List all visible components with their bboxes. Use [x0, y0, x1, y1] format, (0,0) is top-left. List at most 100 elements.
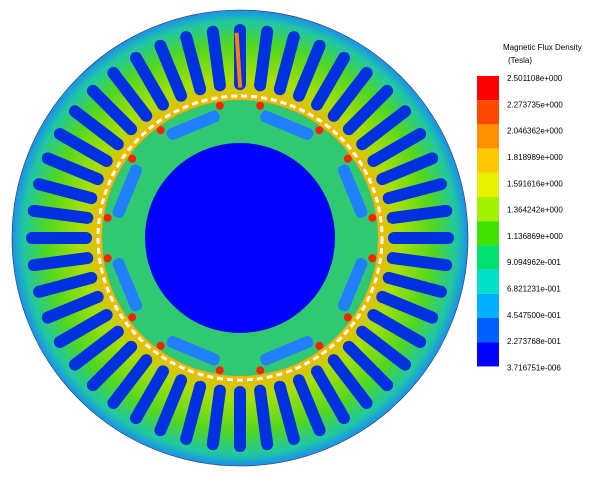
hotspot — [128, 313, 137, 322]
slot-body — [86, 84, 138, 136]
slot-body — [367, 309, 427, 348]
magnet — [166, 335, 220, 366]
slot — [206, 25, 243, 92]
slot-body — [27, 252, 94, 272]
legend-swatch — [477, 172, 499, 197]
hotspot — [156, 126, 165, 135]
legend-title: Magnetic Flux Density — [503, 43, 582, 52]
slot-body — [311, 365, 350, 425]
hotspot — [256, 366, 265, 375]
legend-unit: (Tesla) — [508, 56, 532, 65]
pole — [256, 101, 324, 141]
legend-swatch — [477, 269, 499, 294]
hotspot — [343, 313, 352, 322]
slot-body — [33, 178, 98, 205]
magnet — [337, 164, 368, 218]
magnet — [166, 110, 220, 141]
slot-body — [342, 84, 394, 136]
pole — [337, 254, 377, 322]
magnet — [112, 258, 143, 312]
legend-label: 6.821231e-001 — [507, 285, 561, 294]
slot-body — [206, 25, 226, 92]
legend-label: 2.273768e-001 — [507, 337, 561, 346]
legend-swatch — [477, 245, 499, 270]
slot-body — [367, 128, 427, 167]
pole — [103, 154, 143, 222]
slot-body — [292, 39, 326, 102]
legend-label: 3.716751e-006 — [507, 363, 561, 372]
slot-body — [53, 128, 113, 167]
legend-swatch — [477, 148, 499, 173]
legend-swatch — [477, 100, 499, 125]
slot-body — [311, 51, 350, 111]
slot-body — [130, 51, 169, 111]
hotspot — [103, 213, 112, 222]
hotspot — [368, 254, 377, 263]
slot-body — [107, 354, 153, 410]
slot-body — [254, 384, 274, 451]
magnet — [112, 164, 143, 218]
legend-label: 1.818989e+000 — [507, 153, 563, 162]
slot-body — [53, 309, 113, 348]
slot-body — [180, 380, 207, 445]
slot-body — [68, 105, 124, 151]
slot-body — [356, 325, 412, 371]
slot-body — [327, 66, 373, 122]
slot-body — [41, 152, 104, 186]
hotspot — [215, 366, 224, 375]
legend-label: 2.273735e+000 — [507, 100, 563, 109]
legend-label: 1.136869e+000 — [507, 232, 563, 241]
slot-body — [154, 374, 188, 437]
slot-body — [327, 354, 373, 410]
slot-body — [382, 271, 447, 298]
slot-body — [234, 386, 246, 452]
slot-body — [86, 340, 138, 392]
hotspot — [315, 126, 324, 135]
legend: 2.501108e+000 2.273735e+000 2.046362e+000 1… — [477, 74, 563, 372]
hotspot — [156, 341, 165, 350]
slot-body — [382, 178, 447, 205]
legend-label: 2.046362e+000 — [507, 127, 563, 136]
slot-body — [154, 39, 188, 102]
legend-label: 9.094962e-001 — [507, 258, 561, 267]
slot-body — [376, 152, 439, 186]
slot-body — [273, 380, 300, 445]
slot-body — [130, 365, 169, 425]
slot-body — [356, 105, 412, 151]
legend-swatch — [477, 293, 499, 318]
pole — [156, 101, 224, 141]
slot-body — [386, 204, 453, 224]
hotspot — [103, 254, 112, 263]
hotspot — [368, 213, 377, 222]
legend-swatch — [477, 342, 499, 367]
legend-swatch — [477, 197, 499, 222]
slot-body — [180, 31, 207, 96]
legend-swatch — [477, 76, 499, 101]
slot-body — [68, 325, 124, 371]
legend-label: 1.364242e+000 — [507, 206, 563, 215]
air-gap — [96, 94, 384, 382]
slot-body — [292, 374, 326, 437]
shaft — [145, 143, 335, 333]
slot-body — [254, 25, 274, 92]
legend-swatch — [477, 221, 499, 246]
legend-swatch — [477, 318, 499, 343]
legend-swatch — [477, 124, 499, 149]
tooth — [234, 32, 243, 88]
rotor-poles — [103, 101, 377, 375]
pole — [103, 254, 143, 322]
pole — [337, 154, 377, 222]
slot-body — [376, 290, 439, 324]
hotspot — [343, 154, 352, 163]
hotspot — [315, 341, 324, 350]
legend-label: 4.547500e-001 — [507, 311, 561, 320]
magnet — [260, 110, 314, 141]
slot-body — [27, 204, 94, 224]
slot-body — [26, 232, 92, 244]
legend-label: 1.591616e+000 — [507, 179, 563, 188]
slot-body — [342, 340, 394, 392]
pole — [156, 335, 224, 375]
slot-body — [33, 271, 98, 298]
